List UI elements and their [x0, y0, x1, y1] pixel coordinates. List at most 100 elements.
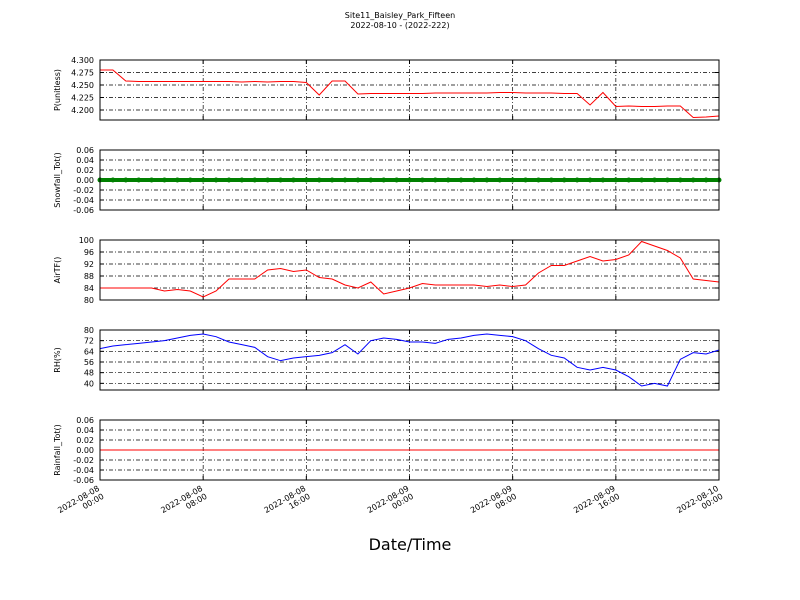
y-tick-label: -0.04 — [73, 466, 94, 475]
x-axis-label: Date/Time — [369, 535, 452, 554]
data-point — [265, 177, 271, 183]
data-point — [407, 177, 412, 183]
x-tick-label: 2022-08-0900:00 — [366, 484, 415, 523]
y-axis-label: P(unitless) — [53, 69, 62, 111]
data-point — [200, 177, 206, 183]
chart-subtitle: 2022-08-10 - (2022-222) — [350, 21, 449, 30]
y-tick-label: 88 — [84, 272, 94, 281]
y-tick-label: -0.06 — [73, 206, 94, 215]
axes-frame — [99, 59, 720, 121]
y-tick-label: 4.225 — [71, 94, 94, 103]
y-tick-label: 0.06 — [76, 416, 94, 425]
data-point — [613, 177, 619, 183]
axes-frame — [99, 329, 720, 391]
y-axis-label: AirTF() — [53, 257, 62, 284]
data-point — [252, 177, 258, 183]
data-point — [600, 177, 606, 183]
y-tick-label: 40 — [84, 379, 94, 388]
data-point — [355, 177, 361, 183]
axes-frame — [99, 149, 720, 211]
data-point — [419, 177, 425, 183]
data-line — [100, 240, 720, 298]
y-tick-label: 0.02 — [76, 166, 94, 175]
y-tick-label: 4.300 — [71, 56, 94, 65]
data-point — [639, 177, 645, 183]
x-tick-label: 2022-08-0908:00 — [469, 484, 518, 523]
y-tick-label: 72 — [84, 337, 94, 346]
y-tick-label: -0.04 — [73, 196, 94, 205]
data-point — [497, 177, 503, 183]
y-tick-label: 48 — [84, 369, 94, 378]
y-axis-label: RH(%) — [53, 347, 62, 372]
data-point — [239, 177, 245, 183]
y-tick-label: 96 — [84, 248, 94, 257]
y-tick-label: 0.06 — [76, 146, 94, 155]
y-tick-label: -0.02 — [73, 186, 94, 195]
data-point — [535, 177, 541, 183]
data-point — [187, 177, 193, 183]
chart-title: Site11_Baisley_Park_Fifteen — [345, 11, 455, 20]
y-tick-label: 0.02 — [76, 436, 94, 445]
y-tick-label: -0.06 — [73, 476, 94, 485]
data-point — [458, 177, 464, 183]
data-point — [226, 177, 232, 183]
x-tick-label: 2022-08-1000:00 — [675, 484, 724, 523]
data-point — [574, 177, 580, 183]
data-point — [278, 177, 284, 183]
y-tick-label: -0.02 — [73, 456, 94, 465]
data-point — [316, 177, 322, 183]
data-point — [445, 177, 451, 183]
data-point — [677, 177, 683, 183]
y-axis-label: Snowfall_Tot() — [53, 152, 62, 208]
y-tick-label: 0.00 — [76, 176, 94, 185]
y-axis-label: Rainfall_Tot() — [53, 424, 62, 476]
y-tick-label: 100 — [79, 236, 94, 245]
y-tick-label: 4.275 — [71, 69, 94, 78]
y-tick-label: 92 — [84, 260, 94, 269]
data-point — [652, 177, 658, 183]
y-tick-label: 0.04 — [76, 426, 94, 435]
data-point — [587, 177, 593, 183]
data-line — [99, 333, 720, 387]
data-point — [664, 177, 670, 183]
x-tick-label: 2022-08-0916:00 — [572, 484, 621, 523]
data-point — [136, 177, 142, 183]
data-point — [123, 177, 129, 183]
data-point — [703, 177, 709, 183]
data-point — [368, 177, 374, 183]
data-point — [174, 177, 180, 183]
data-line — [100, 69, 720, 119]
data-point — [471, 177, 477, 183]
data-point — [149, 177, 155, 183]
y-tick-label: 64 — [84, 347, 94, 356]
data-point — [690, 177, 696, 183]
y-tick-label: 80 — [84, 326, 94, 335]
data-point — [213, 177, 219, 183]
x-tick-label: 2022-08-0808:00 — [159, 484, 208, 523]
data-point — [381, 177, 387, 183]
y-tick-label: 0.04 — [76, 156, 94, 165]
y-tick-label: 84 — [84, 284, 94, 293]
data-point — [484, 177, 490, 183]
y-tick-label: 4.200 — [71, 106, 94, 115]
data-point — [329, 177, 335, 183]
y-tick-label: 56 — [84, 358, 94, 367]
data-point — [626, 177, 632, 183]
x-tick-label: 2022-08-0816:00 — [263, 484, 312, 523]
data-point — [523, 177, 529, 183]
axes-frame — [99, 239, 720, 301]
data-point — [561, 177, 567, 183]
x-tick-label: 2022-08-0800:00 — [56, 484, 105, 523]
data-point — [510, 177, 516, 183]
y-tick-label: 80 — [84, 296, 94, 305]
y-tick-label: 4.250 — [71, 81, 94, 90]
data-point — [161, 177, 167, 183]
data-point — [432, 177, 438, 183]
data-point — [303, 177, 309, 183]
data-point — [290, 177, 296, 183]
data-point — [342, 177, 348, 183]
data-point — [110, 177, 116, 183]
data-point — [394, 177, 400, 183]
y-tick-label: 0.00 — [76, 446, 94, 455]
